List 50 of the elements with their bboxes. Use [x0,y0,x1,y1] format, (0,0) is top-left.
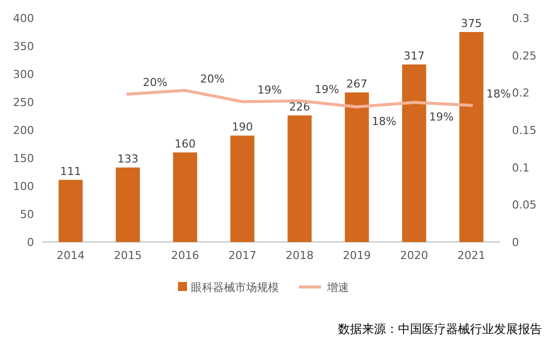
data-label: 267 [346,77,368,90]
bar [230,136,254,242]
x-tick-label: 2020 [400,249,428,262]
data-label: 226 [289,100,310,114]
bar [173,152,198,242]
y-tick-label: 400 [13,12,34,25]
data-label: 111 [60,164,82,178]
x-tick-label: 2021 [457,249,486,262]
y2-tick-label: 0.3 [512,12,530,25]
y-tick-label: 350 [13,40,34,53]
x-tick-label: 2016 [171,249,200,262]
data-label: 317 [404,49,425,62]
data-label: 160 [174,137,196,150]
bar [402,64,426,242]
y2-tick-label: 0.25 [512,49,536,62]
y2-tick-label: 0.05 [512,198,536,212]
y-tick-label: 100 [13,180,34,193]
y-tick-label: 300 [13,68,34,81]
bar [58,180,83,242]
bar [288,115,312,242]
y-tick-label: 150 [13,152,34,165]
y-tick-label: 50 [20,208,34,221]
bar [344,92,369,242]
x-tick-label: 2018 [286,249,314,262]
y-tick-label: 250 [13,96,34,109]
x-tick-label: 2014 [56,249,85,262]
bar [459,32,484,242]
data-label: 19% [257,84,282,97]
x-tick-label: 2015 [114,249,142,262]
data-label: 20% [200,72,225,86]
y-tick-label: 200 [13,124,34,137]
legend-label: 眼科器械市场规模 [191,281,279,294]
x-tick-label: 2017 [228,249,256,262]
data-label: 375 [460,17,482,30]
data-label: 19% [429,110,454,124]
source-note: 数据来源：中国医疗器械行业发展报告 [338,322,542,336]
y2-tick-label: 0.15 [512,124,536,137]
data-label: 18% [486,87,511,100]
data-label: 19% [314,82,340,96]
data-label: 190 [232,120,253,134]
y2-tick-label: 0.2 [512,86,530,100]
data-label: 133 [117,152,138,166]
data-label: 20% [142,76,168,90]
y2-tick-label: 0 [512,236,519,249]
bar [116,168,140,242]
data-label: 18% [372,114,396,128]
x-tick-label: 2019 [342,249,371,262]
y2-tick-label: 0.1 [512,161,530,174]
y-tick-label: 0 [27,236,34,249]
legend-label: 增速 [326,281,349,294]
